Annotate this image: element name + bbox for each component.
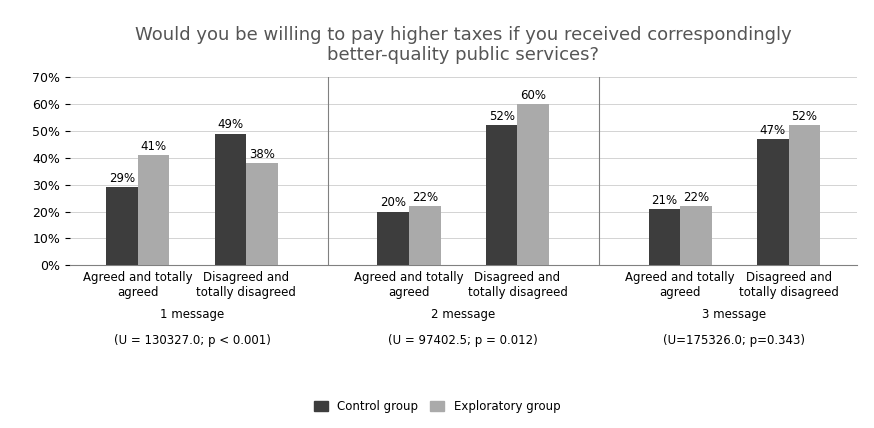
Bar [486,125,517,265]
Bar [215,134,246,265]
Bar [680,206,711,265]
Text: 21%: 21% [651,194,677,207]
Text: 60%: 60% [520,89,546,102]
Text: 20%: 20% [380,196,406,209]
Bar [106,187,138,265]
Bar [138,155,170,265]
Text: 52%: 52% [792,110,817,123]
Bar [378,211,409,265]
Text: (U = 97402.5; p = 0.012): (U = 97402.5; p = 0.012) [388,334,538,347]
Text: 52%: 52% [489,110,515,123]
Text: 1 message: 1 message [160,308,224,321]
Text: 41%: 41% [141,140,167,153]
Text: 29%: 29% [109,172,135,185]
Text: 49%: 49% [218,119,244,131]
Title: Would you be willing to pay higher taxes if you received correspondingly
better-: Would you be willing to pay higher taxes… [135,26,792,64]
Bar [517,104,549,265]
Text: 2 message: 2 message [431,308,496,321]
Text: 3 message: 3 message [703,308,766,321]
Bar [649,209,680,265]
Bar [409,206,440,265]
Bar [788,125,821,265]
Text: (U=175326.0; p=0.343): (U=175326.0; p=0.343) [663,334,806,347]
Bar [246,163,278,265]
Text: 47%: 47% [760,124,786,137]
Text: (U = 130327.0; p < 0.001): (U = 130327.0; p < 0.001) [114,334,270,347]
Bar [757,139,788,265]
Text: 38%: 38% [249,148,275,161]
Text: 22%: 22% [683,191,709,204]
Text: 22%: 22% [412,191,438,204]
Legend: Control group, Exploratory group: Control group, Exploratory group [309,395,565,418]
